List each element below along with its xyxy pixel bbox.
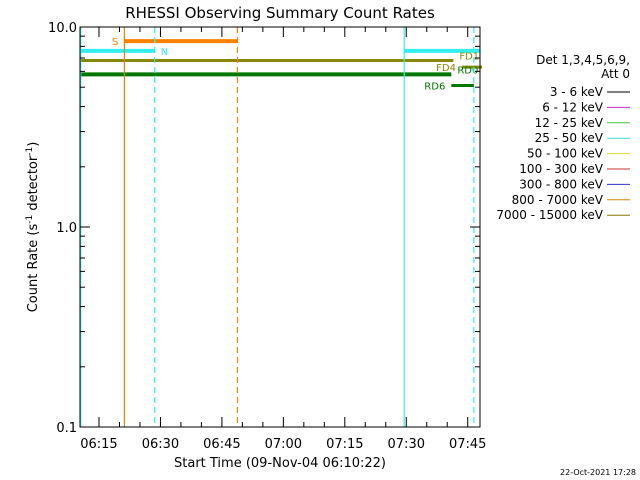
legend-entry-label: 12 - 25 keV	[535, 116, 604, 130]
y-axis-label-mid: detector	[26, 155, 41, 215]
y-axis-ticks: 10.0 1.0 0.1	[48, 21, 480, 436]
legend-entry-label: 50 - 100 keV	[527, 147, 604, 161]
y-tick-label: 10.0	[48, 21, 77, 36]
legend-entry-label: 300 - 800 keV	[519, 177, 603, 191]
y-axis-label-sup1: -1	[25, 215, 35, 224]
chart-title: RHESSI Observing Summary Count Rates	[125, 4, 435, 22]
flag-bar-label: S	[112, 37, 118, 48]
legend-entry-label: 800 - 7000 keV	[512, 193, 604, 207]
x-tick-label: 07:15	[326, 437, 363, 452]
flag-bar-label: N	[161, 47, 168, 58]
x-tick-label: 07:45	[449, 437, 486, 452]
timestamp: 22-Oct-2021 17:28	[560, 468, 636, 477]
legend-header-detectors: Det 1,3,4,5,6,9,	[536, 53, 630, 67]
x-tick-label: 06:45	[203, 437, 240, 452]
y-tick-label: 1.0	[56, 221, 77, 236]
x-tick-label: 06:30	[142, 437, 179, 452]
legend-entry-label: 25 - 50 keV	[535, 131, 604, 145]
flag-bar-label: RD0	[457, 65, 478, 76]
flag-bar-label: FD4	[436, 63, 456, 74]
flag-bar-label: FD1	[459, 51, 479, 62]
legend-entry-label: 100 - 300 keV	[519, 162, 603, 176]
x-tick-label: 07:30	[388, 437, 425, 452]
vertical-markers	[80, 27, 475, 427]
x-tick-label: 07:00	[265, 437, 302, 452]
legend-entry-label: 6 - 12 keV	[542, 100, 604, 114]
legend-header-attenuator: Att 0	[601, 67, 630, 81]
x-axis-ticks: 06:15 06:30 06:45 07:00 07:15 07:30 07:45	[80, 27, 486, 452]
y-axis-label-main: Count Rate (s	[26, 224, 41, 313]
plot-frame	[79, 26, 481, 428]
legend-entry-label: 7000 - 15000 keV	[496, 208, 603, 222]
y-axis-label-sup2: -1	[25, 147, 35, 156]
y-tick-label: 0.1	[56, 421, 77, 436]
legend-entry-label: 3 - 6 keV	[550, 85, 604, 99]
x-axis-label: Start Time (09-Nov-04 06:10:22)	[174, 456, 386, 471]
y-axis-label: Count Rate (s-1 detector-1)	[25, 142, 41, 313]
y-axis-label-end: )	[26, 142, 41, 147]
flag-bar-label: RD6	[424, 81, 445, 92]
x-tick-label: 06:15	[80, 437, 117, 452]
